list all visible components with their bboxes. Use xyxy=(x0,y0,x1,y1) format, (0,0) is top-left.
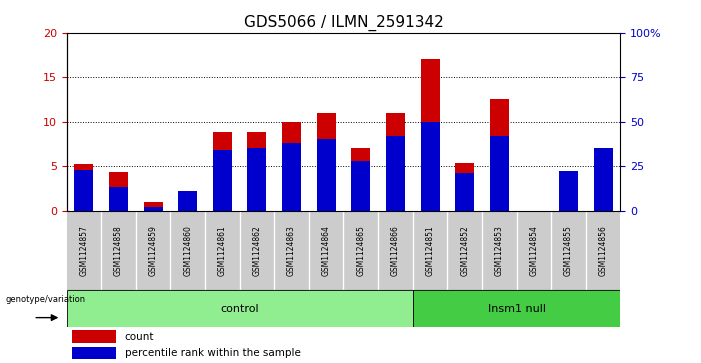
Bar xyxy=(455,173,474,211)
Bar xyxy=(490,136,509,211)
Bar xyxy=(594,169,613,211)
Bar xyxy=(421,59,440,211)
Text: GSM1124853: GSM1124853 xyxy=(495,225,504,276)
Text: GSM1124866: GSM1124866 xyxy=(391,225,400,276)
Bar xyxy=(72,330,116,343)
Bar xyxy=(109,187,128,211)
Text: Insm1 null: Insm1 null xyxy=(488,303,545,314)
Bar xyxy=(109,172,128,211)
Bar xyxy=(413,290,620,327)
Bar xyxy=(317,113,336,211)
Text: GSM1124863: GSM1124863 xyxy=(287,225,296,276)
Bar xyxy=(213,150,232,211)
Bar xyxy=(74,164,93,211)
Text: GSM1124855: GSM1124855 xyxy=(564,225,573,276)
Text: GSM1124862: GSM1124862 xyxy=(252,225,261,276)
Bar xyxy=(386,113,405,211)
Bar xyxy=(213,132,232,211)
Bar xyxy=(490,99,509,211)
Text: GSM1124851: GSM1124851 xyxy=(426,225,435,276)
Bar xyxy=(178,191,197,211)
Text: GSM1124852: GSM1124852 xyxy=(460,225,469,276)
Bar xyxy=(144,207,163,211)
Bar xyxy=(247,148,266,211)
Bar xyxy=(72,347,116,359)
Bar xyxy=(421,122,440,211)
Text: GSM1124864: GSM1124864 xyxy=(322,225,331,276)
Text: percentile rank within the sample: percentile rank within the sample xyxy=(125,348,301,358)
Bar xyxy=(144,202,163,211)
Bar xyxy=(386,136,405,211)
Bar xyxy=(67,290,413,327)
Bar xyxy=(74,170,93,211)
Text: GSM1124860: GSM1124860 xyxy=(183,225,192,276)
Bar xyxy=(559,179,578,211)
Bar xyxy=(317,139,336,211)
Text: genotype/variation: genotype/variation xyxy=(6,295,86,304)
Text: count: count xyxy=(125,332,154,342)
Text: GSM1124861: GSM1124861 xyxy=(218,225,227,276)
Text: control: control xyxy=(220,303,259,314)
Bar xyxy=(351,161,370,211)
Bar xyxy=(594,148,613,211)
Title: GDS5066 / ILMN_2591342: GDS5066 / ILMN_2591342 xyxy=(244,15,443,31)
Bar xyxy=(282,143,301,211)
Bar xyxy=(559,171,578,211)
Text: GSM1124857: GSM1124857 xyxy=(79,225,88,276)
Text: GSM1124856: GSM1124856 xyxy=(599,225,608,276)
Bar xyxy=(178,191,197,211)
Text: GSM1124854: GSM1124854 xyxy=(529,225,538,276)
Text: GSM1124859: GSM1124859 xyxy=(149,225,158,276)
Text: GSM1124865: GSM1124865 xyxy=(356,225,365,276)
Bar xyxy=(455,163,474,211)
Bar xyxy=(282,122,301,211)
Bar xyxy=(247,132,266,211)
Bar xyxy=(351,148,370,211)
Text: GSM1124858: GSM1124858 xyxy=(114,225,123,276)
